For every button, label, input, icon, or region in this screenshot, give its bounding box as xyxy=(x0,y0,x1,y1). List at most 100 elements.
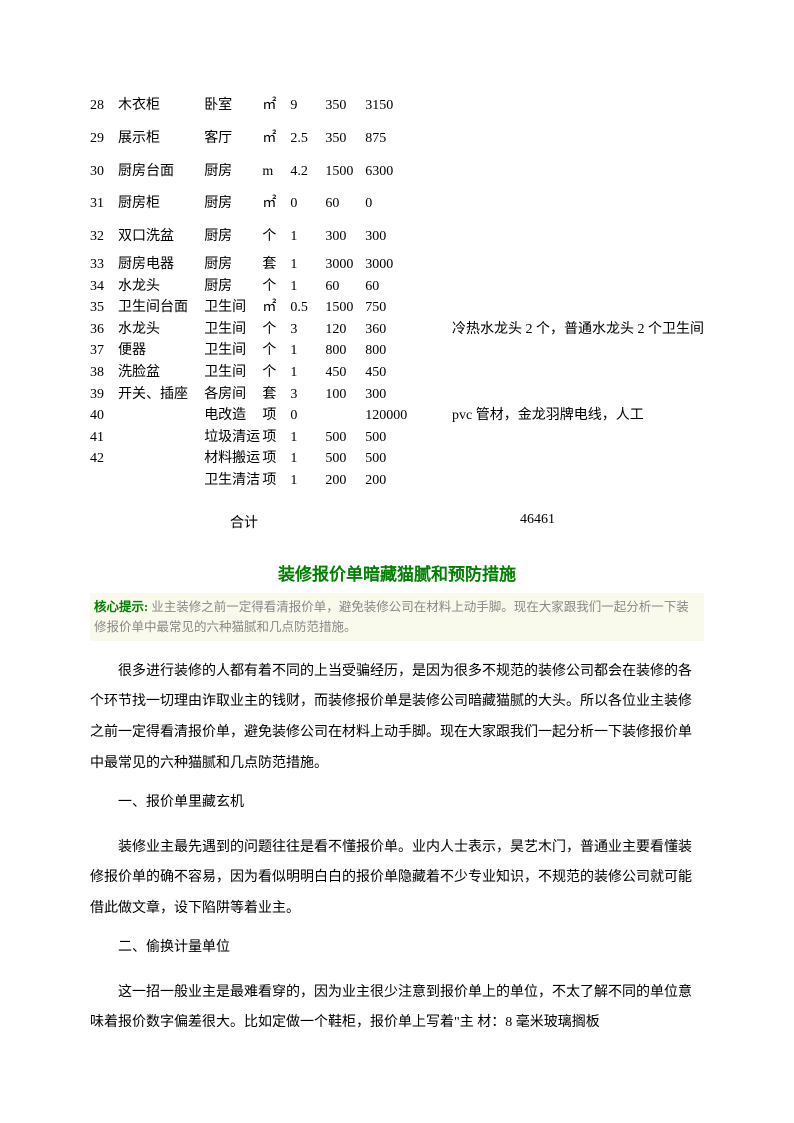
cell-qty: 1 xyxy=(290,427,325,449)
cell-qty: 3 xyxy=(290,319,325,341)
cell-price: 800 xyxy=(325,340,365,362)
cell-item xyxy=(118,448,204,470)
cell-unit: 个 xyxy=(262,340,290,362)
cell-note xyxy=(417,427,704,449)
hint-block: 核心提示: 业主装修之前一定得看清报价单，避免装修公司在材料上动手脚。现在大家跟… xyxy=(90,593,704,641)
cell-qty: 2.5 xyxy=(290,123,325,156)
cell-num: 33 xyxy=(90,254,118,276)
article-title: 装修报价单暗藏猫腻和预防措施 xyxy=(90,560,704,585)
cell-num: 28 xyxy=(90,90,118,123)
cell-item: 厨房电器 xyxy=(118,254,204,276)
cell-note xyxy=(417,276,704,298)
cell-unit: 个 xyxy=(262,221,290,254)
cell-note xyxy=(417,123,704,156)
cell-item xyxy=(118,427,204,449)
cell-qty: 3 xyxy=(290,384,325,406)
cell-note xyxy=(417,90,704,123)
cell-room: 厨房 xyxy=(204,188,262,221)
cell-room: 卫生间 xyxy=(204,340,262,362)
table-row: 40电改造项0120000pvc 管材，金龙羽牌电线，人工 xyxy=(90,405,704,427)
cell-num: 39 xyxy=(90,384,118,406)
paragraph-2: 装修业主最先遇到的问题往往是看不懂报价单。业内人士表示，昊艺木门，普通业主要看懂… xyxy=(90,833,704,925)
section-heading-1: 一、报价单里藏玄机 xyxy=(90,788,704,819)
cell-num: 42 xyxy=(90,448,118,470)
table-row: 30厨房台面厨房m4.215006300 xyxy=(90,156,704,189)
cell-note: 冷热水龙头 2 个，普通水龙头 2 个卫生间 xyxy=(417,319,704,341)
cell-total: 60 xyxy=(365,276,417,298)
cell-qty: 1 xyxy=(290,340,325,362)
cell-qty: 1 xyxy=(290,470,325,492)
cell-total: 500 xyxy=(365,448,417,470)
cell-total: 6300 xyxy=(365,156,417,189)
cell-item: 水龙头 xyxy=(118,319,204,341)
cell-total: 300 xyxy=(365,384,417,406)
total-value: 46461 xyxy=(520,512,555,532)
cell-price: 60 xyxy=(325,276,365,298)
table-row: 31厨房柜厨房㎡0600 xyxy=(90,188,704,221)
cell-qty: 1 xyxy=(290,448,325,470)
table-row: 36水龙头卫生间个3120360冷热水龙头 2 个，普通水龙头 2 个卫生间 xyxy=(90,319,704,341)
cell-total: 0 xyxy=(365,188,417,221)
cell-price: 350 xyxy=(325,90,365,123)
cell-price: 100 xyxy=(325,384,365,406)
cell-total: 200 xyxy=(365,470,417,492)
cell-item: 厨房柜 xyxy=(118,188,204,221)
cell-item xyxy=(118,470,204,492)
cell-num xyxy=(90,470,118,492)
cell-room: 卫生间 xyxy=(204,319,262,341)
cell-qty: 1 xyxy=(290,221,325,254)
cell-total: 800 xyxy=(365,340,417,362)
cell-room: 卫生间 xyxy=(204,362,262,384)
cell-unit: 个 xyxy=(262,362,290,384)
cell-num: 29 xyxy=(90,123,118,156)
cell-price: 1500 xyxy=(325,156,365,189)
cell-price: 300 xyxy=(325,221,365,254)
cell-room: 电改造 xyxy=(204,405,262,427)
cell-num: 30 xyxy=(90,156,118,189)
cell-total: 750 xyxy=(365,297,417,319)
cell-price: 500 xyxy=(325,427,365,449)
table-row: 28木衣柜卧室㎡93503150 xyxy=(90,90,704,123)
table-row: 卫生清洁项1200200 xyxy=(90,470,704,492)
cell-total: 360 xyxy=(365,319,417,341)
cell-note xyxy=(417,362,704,384)
cell-room: 卧室 xyxy=(204,90,262,123)
table-row: 33厨房电器厨房套130003000 xyxy=(90,254,704,276)
cell-unit: m xyxy=(262,156,290,189)
table-row: 38洗脸盆卫生间个1450450 xyxy=(90,362,704,384)
cell-unit: 项 xyxy=(262,448,290,470)
cell-num: 40 xyxy=(90,405,118,427)
cell-price: 500 xyxy=(325,448,365,470)
table-row: 39开关、插座各房间套3100300 xyxy=(90,384,704,406)
cell-qty: 1 xyxy=(290,276,325,298)
cell-room: 厨房 xyxy=(204,221,262,254)
cell-qty: 0 xyxy=(290,405,325,427)
pricing-table: 28木衣柜卧室㎡9350315029展示柜客厅㎡2.535087530厨房台面厨… xyxy=(90,90,704,492)
cell-item: 卫生间台面 xyxy=(118,297,204,319)
table-row: 32双口洗盆厨房个1300300 xyxy=(90,221,704,254)
cell-room: 厨房 xyxy=(204,156,262,189)
cell-unit: 个 xyxy=(262,276,290,298)
cell-unit: ㎡ xyxy=(262,297,290,319)
cell-unit: ㎡ xyxy=(262,90,290,123)
cell-unit: 项 xyxy=(262,427,290,449)
table-row: 35卫生间台面卫生间㎡0.51500750 xyxy=(90,297,704,319)
cell-num: 41 xyxy=(90,427,118,449)
cell-num: 34 xyxy=(90,276,118,298)
cell-item: 木衣柜 xyxy=(118,90,204,123)
cell-total: 120000 xyxy=(365,405,417,427)
cell-num: 36 xyxy=(90,319,118,341)
table-row: 42材料搬运项1500500 xyxy=(90,448,704,470)
cell-num: 35 xyxy=(90,297,118,319)
cell-note xyxy=(417,448,704,470)
cell-unit: ㎡ xyxy=(262,123,290,156)
cell-unit: 项 xyxy=(262,470,290,492)
paragraph-1: 很多进行装修的人都有着不同的上当受骗经历，是因为很多不规范的装修公司都会在装修的… xyxy=(90,657,704,780)
table-row: 37便器卫生间个1800800 xyxy=(90,340,704,362)
cell-qty: 0 xyxy=(290,188,325,221)
cell-note xyxy=(417,221,704,254)
cell-item: 便器 xyxy=(118,340,204,362)
cell-room: 各房间 xyxy=(204,384,262,406)
cell-room: 客厅 xyxy=(204,123,262,156)
cell-price: 120 xyxy=(325,319,365,341)
